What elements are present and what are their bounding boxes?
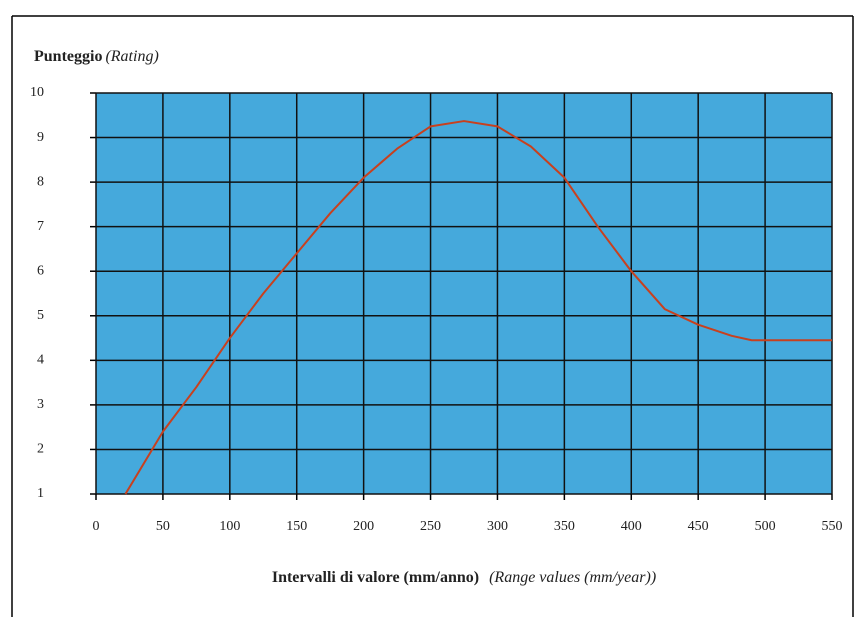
x-tick-label: 100 (219, 519, 240, 534)
x-tick-label: 250 (420, 519, 441, 534)
title-note: (Rating) (105, 48, 158, 65)
x-tick-label: 300 (487, 519, 508, 534)
y-tick-label: 5 (37, 308, 44, 323)
y-tick-label: 3 (37, 397, 44, 412)
x-tick-label: 400 (621, 519, 642, 534)
y-tick-label: 2 (37, 442, 44, 457)
line (124, 120, 832, 495)
x-tick-label: 550 (822, 519, 843, 534)
y-tick-label: 9 (37, 130, 44, 145)
title: Punteggio (34, 48, 102, 65)
y-tick-label: 10 (30, 85, 44, 100)
y-tick-label: 7 (37, 219, 44, 234)
plot-area (96, 93, 832, 494)
chart-title: Punteggio (Rating) (34, 48, 159, 65)
y-tick-label: 6 (37, 263, 44, 278)
y-tick-label: 1 (37, 486, 44, 501)
x-tick-label: 150 (286, 519, 307, 534)
x-tick-label: 200 (353, 519, 374, 534)
y-tick-label: 8 (37, 174, 44, 189)
xlabel: Intervalli di valore (mm/anno) (272, 569, 479, 586)
x-tick-label: 0 (93, 519, 100, 534)
x-tick-label: 450 (688, 519, 709, 534)
x-tick-label: 350 (554, 519, 575, 534)
y-tick-label: 4 (37, 353, 44, 368)
x-axis-label: Intervalli di valore (mm/anno) (Range val… (272, 569, 656, 586)
x-tick-label: 500 (755, 519, 776, 534)
xlabel-note: (Range values (mm/year)) (489, 569, 656, 586)
x-tick-label: 50 (156, 519, 170, 534)
